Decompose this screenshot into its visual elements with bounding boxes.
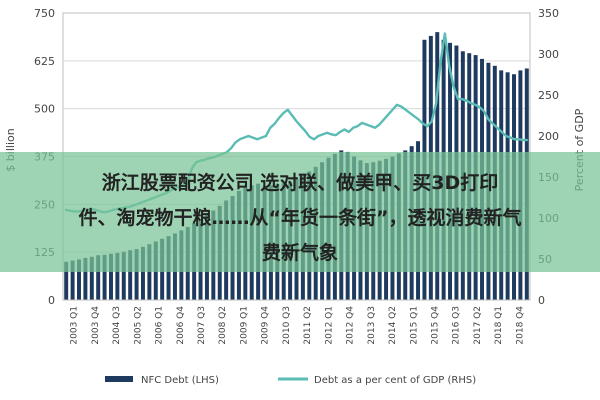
right-tick-label: 250 [538, 89, 559, 102]
overlay-banner [0, 152, 600, 272]
x-tick-label: 2013 Q3 [367, 306, 377, 345]
right-tick-label: 300 [538, 48, 559, 61]
x-tick-label: 2003 Q4 [91, 306, 101, 345]
bar [70, 260, 75, 300]
right-tick-label: 0 [538, 294, 545, 307]
bar [109, 253, 113, 300]
x-tick-label: 2010 Q3 [282, 306, 292, 345]
x-tick-label: 2018 Q4 [515, 306, 525, 345]
legend-label: NFC Debt (LHS) [141, 375, 219, 386]
x-tick-label: 2017 Q2 [473, 306, 483, 345]
x-tick-label: 2003 Q1 [70, 306, 80, 345]
x-tick-label: 2007 Q3 [197, 306, 207, 345]
right-tick-label: 350 [538, 7, 559, 20]
legend: NFC Debt (LHS) Debt as a per cent of GDP … [105, 375, 476, 386]
left-tick-label: 750 [34, 7, 55, 20]
bar [128, 250, 133, 300]
x-tick-label: 2006 Q4 [176, 306, 186, 345]
left-tick-label: 500 [34, 103, 55, 116]
legend-label: Debt as a per cent of GDP (RHS) [314, 375, 476, 386]
legend-swatch-nfc-debt [105, 376, 133, 382]
bar [147, 244, 152, 300]
left-tick-label: 625 [34, 55, 55, 68]
x-tick-label: 2012 Q4 [346, 306, 356, 345]
x-tick-label: 2012 Q1 [324, 306, 334, 345]
x-axis-ticks: 2003 Q1 2003 Q4 2004 Q3 2005 Q2 2006 Q1 2006 … [70, 306, 526, 345]
bar [89, 256, 94, 300]
bar [121, 251, 126, 300]
x-tick-label: 2014 Q2 [388, 306, 398, 345]
bar [140, 246, 145, 300]
left-tick-label: 0 [48, 294, 55, 307]
x-tick-label: 2009 Q1 [239, 306, 249, 345]
bar [115, 252, 120, 300]
bar [102, 254, 107, 300]
x-tick-label: 2006 Q1 [155, 306, 165, 345]
x-tick-label: 2018 Q1 [494, 306, 504, 345]
bar [83, 257, 88, 300]
bar [64, 261, 69, 300]
banner-title-line-2[interactable]: 件、淘宠物干粮……从“年货一条街”，透视消费新气 [78, 207, 522, 229]
banner-title-line-1[interactable]: 浙江股票配资公司 选对联、做美甲、买3D打印 [101, 172, 499, 194]
x-tick-label: 2011 Q2 [303, 306, 313, 345]
x-tick-label: 2005 Q2 [133, 306, 143, 345]
x-tick-label: 2015 Q4 [430, 306, 440, 345]
x-tick-label: 2004 Q3 [112, 306, 122, 345]
x-tick-label: 2008 Q2 [218, 306, 228, 345]
bar [134, 249, 139, 300]
x-tick-label: 2016 Q3 [452, 306, 462, 345]
x-tick-label: 2009 Q4 [261, 306, 271, 345]
bar [77, 259, 81, 300]
bar [96, 255, 101, 300]
right-tick-label: 200 [538, 130, 559, 143]
x-tick-label: 2015 Q1 [409, 306, 419, 345]
banner-title-line-3[interactable]: 费新气象 [261, 242, 338, 264]
